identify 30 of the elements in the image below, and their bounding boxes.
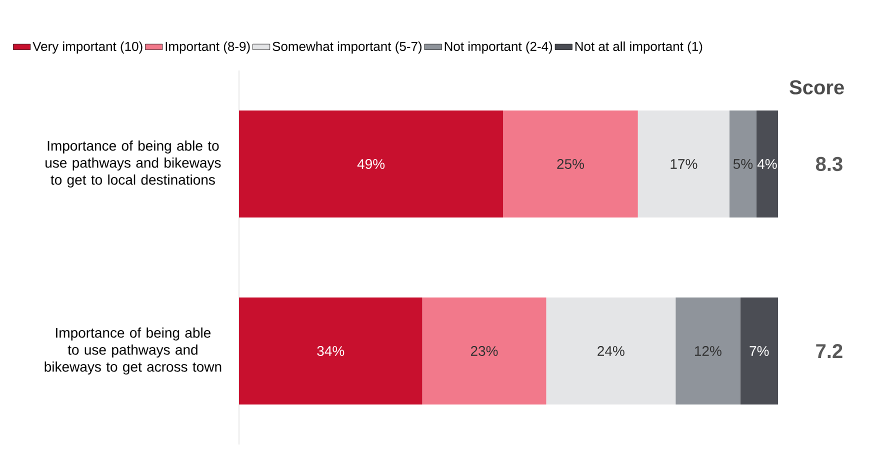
data-label: 49% bbox=[357, 159, 385, 169]
bar bbox=[546, 298, 676, 405]
text: 8.3 bbox=[816, 156, 842, 172]
data-label: 12% bbox=[694, 346, 722, 356]
bar bbox=[239, 110, 504, 218]
legend-label: Not at all important (1) bbox=[575, 41, 702, 54]
bar bbox=[422, 298, 546, 405]
y-tick-label: Importance of being able to use pathways and bikeways to get across town bbox=[44, 327, 222, 375]
data-label: 23% bbox=[470, 346, 498, 356]
bar bbox=[756, 110, 778, 218]
bar bbox=[740, 298, 778, 405]
legend-label: Very important (10) bbox=[32, 41, 142, 54]
y-tick-label: Importance of being able to use pathways and bikeways to get to local destinations bbox=[46, 140, 221, 188]
bar bbox=[730, 110, 756, 218]
text: 7.2 bbox=[816, 344, 842, 358]
data-label: 7% bbox=[750, 346, 769, 356]
legend-label: Important (8-9) bbox=[166, 41, 250, 54]
data-label: 4% bbox=[757, 159, 777, 169]
data-label: 25% bbox=[557, 159, 584, 169]
data-label: 34% bbox=[317, 346, 344, 356]
legend-label: Somewhat important (5-7) bbox=[272, 41, 422, 54]
bar bbox=[503, 110, 638, 218]
data-label: 5% bbox=[733, 159, 753, 169]
bar bbox=[676, 298, 740, 405]
bar bbox=[638, 110, 730, 218]
legend-label: Not important (2-4) bbox=[444, 41, 552, 54]
bar bbox=[239, 298, 422, 405]
text: Score bbox=[790, 80, 844, 94]
data-label: 17% bbox=[670, 159, 698, 169]
data-label: 24% bbox=[598, 346, 624, 356]
